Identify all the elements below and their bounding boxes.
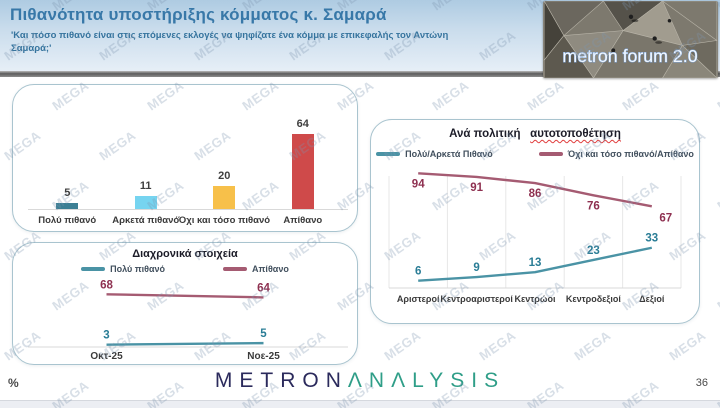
point-value-label: 5 [260,328,267,340]
point-value-label: 23 [587,245,600,257]
category-label: Όχι και τόσο πιθανό [178,215,271,226]
photo-people [611,14,672,53]
bar-value-label: 11 [139,180,152,192]
political-legend-item: Πολύ/Αρκετά Πιθανό [376,149,493,159]
category-label: Απίθανο [283,215,323,226]
watermark-text: MEGA [714,77,720,114]
political-chart-title: Ανά πολιτική αυτοτοποθέτηση [371,128,699,140]
point-value-label: 94 [412,178,425,190]
political-line-plot: 6 9 13 23 33 94 91 86 76 67 [388,172,682,289]
bar-value-label: 5 [64,187,71,199]
category-label: Αρκετά πιθανό [112,215,180,226]
point-value-label: 9 [473,262,479,274]
bar-- [56,203,79,209]
political-title-part1: Ανά πολιτική [449,128,521,140]
watermark-text: MEGA [619,77,662,114]
bar-- [134,196,157,209]
x-axis-label: Κεντροδεξιοί [565,294,621,304]
x-axis-label: Νοε-25 [247,351,280,362]
political-legend-item: Όχι και τόσο πιθανό/Απίθανο [538,149,694,159]
photo-mosaic: metron forum 2.0 [543,1,718,78]
trend-legend-item: Απίθανο [223,264,289,274]
logo-analysis-text: ΛNΛLYSIS [347,369,506,392]
watermark-text: MEGA [381,327,424,364]
point-value-label: 6 [415,266,421,278]
point-value-label: 68 [100,279,113,291]
x-axis-label: Οκτ-25 [90,351,123,362]
bar-x-axis [28,209,348,210]
trend-legend-item: Πολύ πιθανό [81,264,165,274]
watermark-text: MEGA [524,77,567,114]
bottom-strip [0,400,720,408]
political-chart-legend: Πολύ/Αρκετά Πιθανό Όχι και τόσο πιθανό/Απ… [371,149,699,159]
series-line-- [418,246,653,282]
bar-value-label: 20 [218,170,231,182]
trend-legend-label: Απίθανο [252,264,289,274]
bar-value-label: 64 [296,118,309,130]
watermark-text: MEGA [571,327,614,364]
x-axis-label: Κεντροαριστεροί [440,294,513,304]
point-value-label: 33 [645,233,658,245]
metron-forum-logo-text: metron forum 2.0 [562,46,697,66]
series-line-- [106,341,264,346]
series-line-- [106,293,264,299]
point-value-label: 86 [529,188,542,200]
--swatch [538,152,563,156]
page-number: 36 [695,377,708,389]
x-axis-label: Αριστεροί [396,294,440,304]
watermark-text: MEGA [714,277,720,314]
point-value-label: 3 [103,330,109,342]
political-legend-label: Όχι και τόσο πιθανό/Απίθανο [567,149,694,159]
trend-chart-legend: Πολύ πιθανό Απίθανο [13,264,357,274]
point-value-label: 13 [529,257,542,269]
series-line-- [418,172,653,208]
x-axis-label: Κεντρώοι [514,294,556,304]
watermark-text: MEGA [666,327,709,364]
trend-legend-label: Πολύ πιθανό [110,264,166,274]
watermark-text: MEGA [714,177,720,214]
metron-forum-photo: metron forum 2.0 [543,1,718,78]
political-chart-panel: Ανά πολιτική αυτοτοποθέτηση Πολύ/Αρκετά … [370,119,700,324]
--swatch [376,152,401,156]
category-label: Πολύ πιθανό [38,215,97,226]
point-value-label: 64 [257,282,270,294]
point-value-label: 67 [659,212,672,224]
point-value-label: 76 [587,200,600,212]
trend-chart-panel: Διαχρονικά στοιχεία Πολύ πιθανό Απίθανο 3… [12,242,358,365]
--swatch [223,267,248,271]
page-title: Πιθανότητα υποστήριξης κόμματος κ. Σαμαρ… [10,5,387,24]
bar-- [291,134,314,209]
point-value-label: 91 [470,182,483,194]
--swatch [81,267,106,271]
bar-chart-panel: 5 Πολύ πιθανό 11 Αρκετά πιθανό 20 Όχι και τόσ… [12,84,358,232]
political-legend-label: Πολύ/Αρκετά Πιθανό [405,149,493,159]
percent-sign: % [8,376,19,390]
trend-line-plot: 3 5 68 64 [28,279,348,348]
bar-- [213,186,236,209]
header-divider-bar [0,71,720,77]
political-title-part2: αυτοτοποθέτηση [530,128,621,140]
logo-metron-text: METRON [214,369,348,392]
watermark-text: MEGA [476,327,519,364]
metron-analysis-logo: METRONΛNΛLYSIS [0,369,720,393]
page-subtitle: 'Και πόσο πιθανό είναι στις επόμενες εκλ… [11,30,449,55]
watermark-text: MEGA [429,77,472,114]
x-axis-label: Δεξιοί [639,294,665,304]
trend-chart-title: Διαχρονικά στοιχεία [132,248,238,260]
